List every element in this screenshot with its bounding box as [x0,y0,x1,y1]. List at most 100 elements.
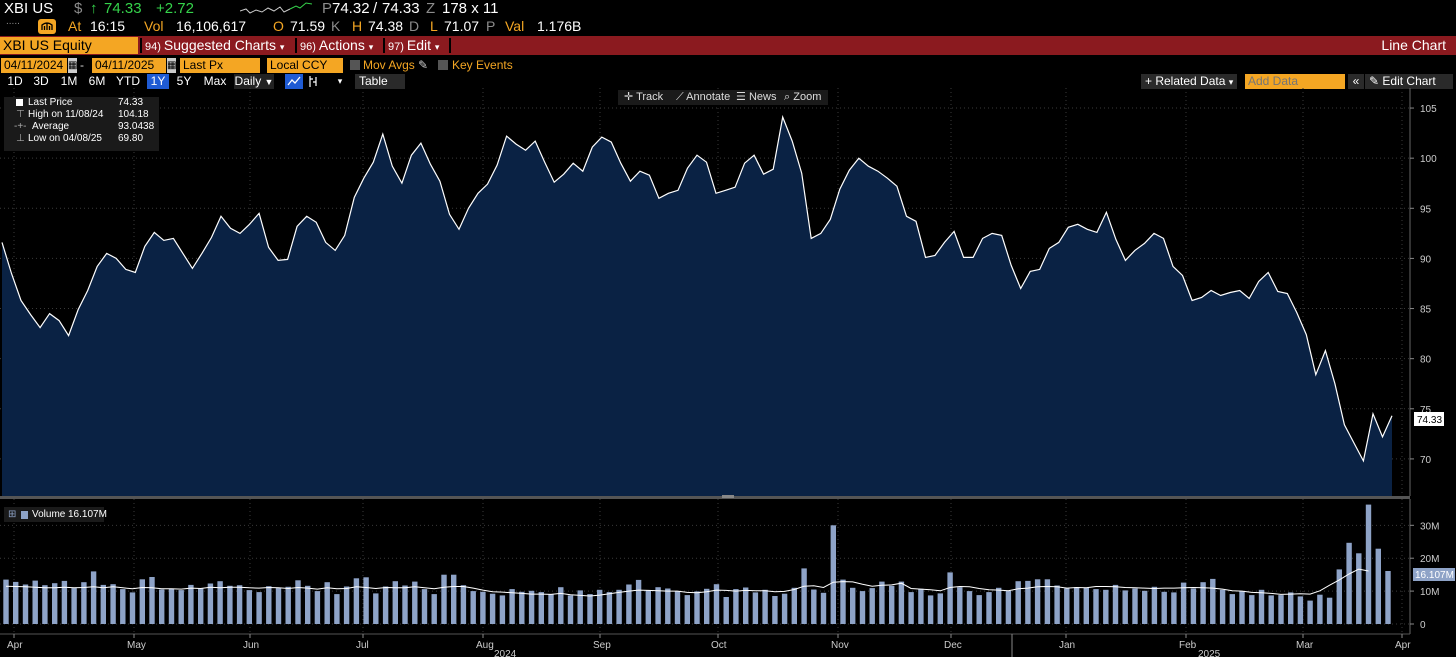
track-tool[interactable]: ✛ Track [624,90,663,105]
period-3d[interactable]: 3D [33,74,49,88]
volume-bar [1297,596,1304,624]
annotate-label: Annotate [686,91,731,103]
volume-bar [178,590,184,624]
line-chart-icon[interactable] [285,74,303,89]
price-field-select[interactable]: Last Px [180,58,260,73]
volume-swatch [21,511,28,519]
volume-bar [947,572,953,624]
volume-bar [567,595,574,624]
currency-select[interactable]: Local CCY [267,58,343,73]
end-date-input[interactable]: 04/11/2025 [92,58,166,73]
ask-price: 74.33 [382,0,420,17]
volume-bar [81,582,87,624]
legend-low-value: 69.80 [118,133,144,144]
actions-menu[interactable]: 96) Actions ▾ [300,36,373,55]
volume-bar [451,574,457,624]
price-y-axis: 70 75 80 85 90 95 100 105 [1409,88,1437,496]
menu-label: Edit [406,37,432,53]
edit-menu[interactable]: 97) Edit ▾ [388,36,439,55]
annotate-tool[interactable]: ⟋ Annotate [676,90,730,105]
volume-bar [421,589,428,624]
calendar-icon[interactable]: ▦ [68,58,78,73]
menu-number: 96) [300,41,316,53]
volume-bar [1161,591,1167,624]
volume-bar [772,596,778,624]
period-1d[interactable]: 1D [7,74,23,88]
key-events-checkbox[interactable] [438,60,448,70]
legend-high-label: High on 11/08/24 [28,109,104,120]
volume-bar [597,589,603,624]
period-1m[interactable]: 1M [60,74,78,88]
track-label: Track [636,91,664,103]
volume-bar [752,592,759,624]
chart-style-dropdown-icon[interactable]: ▾ [337,76,343,86]
volume-bar [986,592,992,624]
bar-chart-icon[interactable] [306,74,322,89]
news-tool[interactable]: ☰ News [736,90,776,105]
legend-average-label: Average [32,121,70,132]
price-change: +2.72 [156,0,194,17]
volume-bar [295,580,301,625]
volume-legend[interactable]: ⊞ Volume 16.107M [4,507,107,522]
related-data-label: + Related Data [1145,74,1226,88]
volume-bar [713,584,720,624]
year-tick-label: 2024 [494,649,517,657]
pane-divider[interactable] [0,496,1410,499]
mov-avgs-checkbox[interactable] [350,60,360,70]
period-6m[interactable]: 6M [88,74,106,88]
volume-bar [1336,569,1342,624]
volume-bar [645,590,651,624]
volume-bar [966,591,973,624]
collapse-double-chevron-icon[interactable]: « [1348,74,1364,89]
average-marker-icon: -+- [14,121,27,132]
volume-bar [801,568,807,624]
volume-tick-label: 10M [1420,587,1439,598]
period-1y[interactable]: 1Y [147,74,169,89]
suggested-charts-menu[interactable]: 94) Suggested Charts ▾ [145,36,284,55]
related-data-button[interactable]: + Related Data ▾ [1141,74,1237,89]
volume-bar [168,588,175,624]
frequency-select[interactable]: Daily ▼ [234,74,274,89]
period-ytd[interactable]: YTD [116,74,140,88]
volume-bar [3,579,9,624]
security-field[interactable]: XBI US Equity [0,37,138,54]
month-tick-label: Sep [593,640,611,651]
volume-bar [188,584,194,624]
table-button[interactable]: Table [355,74,405,89]
traded-value: 1.176B [537,18,582,34]
pencil-icon[interactable]: ✎ [418,58,429,72]
volume-bar [791,587,797,624]
volume-bar [733,589,739,624]
volume-bar [382,586,389,624]
add-data-input[interactable] [1245,74,1345,89]
intraday-sparkline-icon [240,2,312,14]
market-status-icon[interactable] [38,19,56,34]
value-label: Val [505,18,525,34]
pane-resize-handle[interactable] [722,495,734,498]
price-tick-label: 75 [1420,405,1432,416]
start-date-input[interactable]: 04/11/2024 [1,58,67,73]
volume-bar [509,589,515,624]
expand-icon: ⊞ [8,509,17,520]
edit-chart-button[interactable]: ✎ Edit Chart [1365,74,1453,89]
volume-bar [1025,580,1031,624]
mov-avgs-label: Mov Avgs [363,58,415,72]
period-max[interactable]: Max [203,74,227,88]
price-legend[interactable]: Last Price 74.33 ⊤ High on 11/08/24 104.… [4,97,159,151]
volume-bar [1200,582,1206,624]
volume-bar [674,591,681,624]
calendar-icon[interactable]: ▦ [167,58,177,73]
last-volume-tag-text: 16.107M [1415,570,1454,581]
legend-low-label: Low on 04/08/25 [28,133,102,144]
month-tick-label: Feb [1179,640,1197,651]
month-tick-label: Aug [476,640,494,651]
volume-bar [655,587,661,624]
period-5y[interactable]: 5Y [176,74,192,88]
last-price: 74.33 [104,0,142,17]
volume-bar [889,585,895,624]
zoom-tool[interactable]: ⌕ Zoom [784,90,821,105]
crosshair-icon: ✛ [624,91,634,103]
caret-down-icon: ▾ [1228,77,1234,87]
volume-bar [256,592,262,624]
